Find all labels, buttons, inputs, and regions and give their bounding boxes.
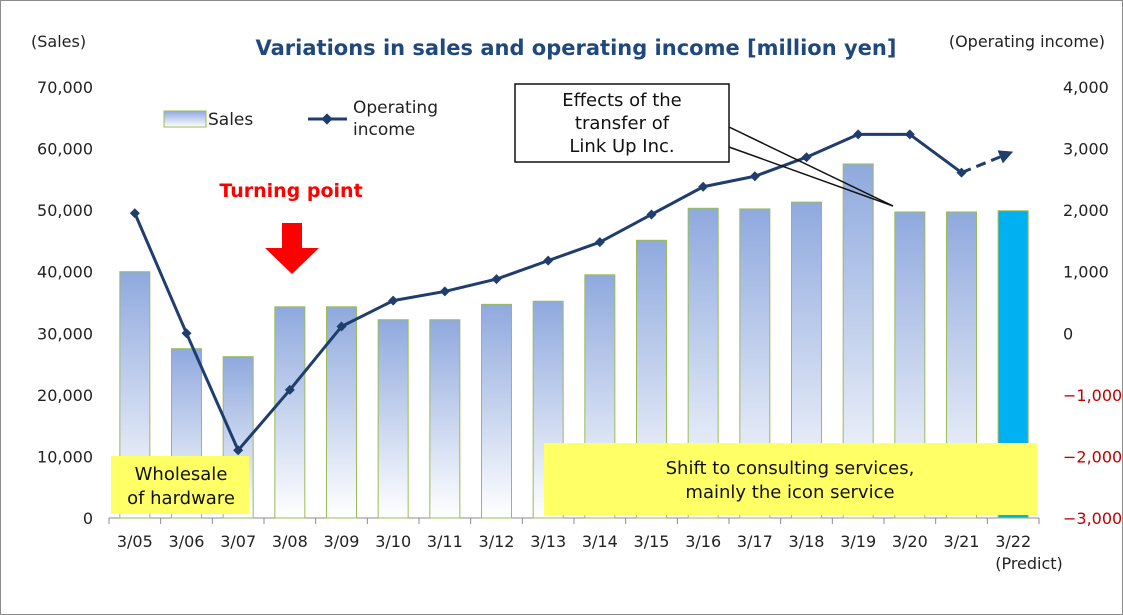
legend-income-label-2: income (353, 120, 415, 140)
wholesale-line-1: Wholesale (135, 464, 228, 485)
operating-income-point (388, 295, 399, 306)
x-tick-label: 3/09 (324, 532, 360, 551)
x-tick-label: 3/18 (789, 532, 825, 551)
operating-income-point (904, 129, 915, 140)
shift-line-1: Shift to consulting services, (666, 458, 915, 479)
x-tick-label: 3/05 (117, 532, 153, 551)
transfer-line-1: Effects of the (562, 90, 682, 111)
x-tick-label: 3/15 (634, 532, 670, 551)
left-tick-label: 40,000 (37, 263, 93, 282)
x-tick-label: 3/17 (737, 532, 773, 551)
operating-income-markers (129, 129, 967, 456)
sales-bar (377, 319, 409, 519)
left-tick-label: 0 (83, 509, 93, 528)
sales-bar (429, 319, 461, 519)
operating-income-point (698, 181, 709, 192)
operating-income-point (853, 129, 864, 140)
callout-pointer-line-1 (728, 126, 894, 207)
wholesale-line-2: of hardware (127, 488, 235, 509)
right-tick-label: 4,000 (1063, 78, 1109, 97)
operating-income-point (233, 445, 244, 456)
legend-income-marker-icon (321, 113, 333, 125)
right-tick-label: 2,000 (1063, 201, 1109, 220)
x-tick-label: 3/06 (169, 532, 205, 551)
turning-point-label: Turning point (219, 180, 362, 202)
transfer-line-2: transfer of (575, 113, 670, 134)
chart-title: Variations in sales and operating income… (256, 36, 897, 60)
x-tick-label: 3/13 (530, 532, 566, 551)
operating-income-point (646, 209, 657, 220)
operating-income-point (491, 274, 502, 285)
operating-income-point (749, 171, 760, 182)
x-tick-label: 3/07 (220, 532, 256, 551)
operating-income-point (181, 328, 192, 339)
right-axis-ticks: −3,000 −2,000 −1,000 0 1,000 2,000 3,000 4,000 (1063, 78, 1122, 528)
wholesale-box (111, 456, 249, 514)
left-tick-label: 30,000 (37, 324, 93, 343)
operating-income-point (594, 237, 605, 248)
legend-sales-swatch (163, 110, 207, 128)
operating-income-point (129, 208, 140, 219)
x-tick-label: 3/21 (944, 532, 980, 551)
left-tick-label: 20,000 (37, 386, 93, 405)
callout-pointer-line-2 (728, 146, 894, 207)
right-tick-label: −3,000 (1063, 509, 1122, 528)
left-axis-unit-label: (Sales) (31, 32, 86, 51)
x-tick-label: 3/11 (427, 532, 463, 551)
operating-income-point (801, 152, 812, 163)
transfer-callout-box (514, 83, 730, 163)
x-tick-label: 3/14 (582, 532, 618, 551)
sales-bar (274, 306, 306, 519)
right-tick-label: 1,000 (1063, 263, 1109, 282)
x-tick-label: 3/22 (995, 532, 1031, 551)
x-tick-label: 3/19 (840, 532, 876, 551)
operating-income-point (284, 384, 295, 395)
operating-income-point (336, 321, 347, 332)
x-tick-label: 3/12 (479, 532, 515, 551)
x-tick-label: 3/16 (685, 532, 721, 551)
operating-income-point (439, 286, 450, 297)
turning-point-arrow-icon (265, 223, 319, 274)
left-tick-label: 60,000 (37, 140, 93, 159)
x-axis-ticks: 3/05 3/06 3/07 3/08 3/09 3/10 3/11 3/12 3/13 3/14… (108, 518, 1040, 551)
right-tick-label: −2,000 (1063, 447, 1122, 466)
shift-line-2: mainly the icon service (685, 482, 894, 503)
x-tick-label: 3/08 (272, 532, 308, 551)
left-axis-ticks: 0 10,000 20,000 30,000 40,000 50,000 60,000 70,… (37, 78, 93, 528)
right-tick-label: 3,000 (1063, 140, 1109, 159)
sales-bar (326, 306, 357, 519)
left-tick-label: 70,000 (37, 78, 93, 97)
right-axis-unit-label: (Operating income) (949, 32, 1105, 51)
left-tick-label: 50,000 (37, 201, 93, 220)
transfer-line-3: Link Up Inc. (569, 136, 674, 157)
legend-income-label-1: Operating (353, 98, 438, 118)
legend-sales-label: Sales (208, 110, 253, 130)
operating-income-point (956, 167, 967, 178)
predicted-arrow-head-icon (997, 150, 1014, 164)
x-tick-label: 3/10 (375, 532, 411, 551)
right-tick-label: −1,000 (1063, 386, 1122, 405)
right-tick-label: 0 (1063, 324, 1073, 343)
operating-income-predicted-segment (960, 155, 1001, 174)
x-tick-label: 3/20 (892, 532, 928, 551)
predict-label: (Predict) (995, 554, 1063, 573)
operating-income-point (543, 255, 554, 266)
shift-box (544, 443, 1037, 515)
left-tick-label: 10,000 (37, 447, 93, 466)
sales-bar (481, 303, 512, 519)
